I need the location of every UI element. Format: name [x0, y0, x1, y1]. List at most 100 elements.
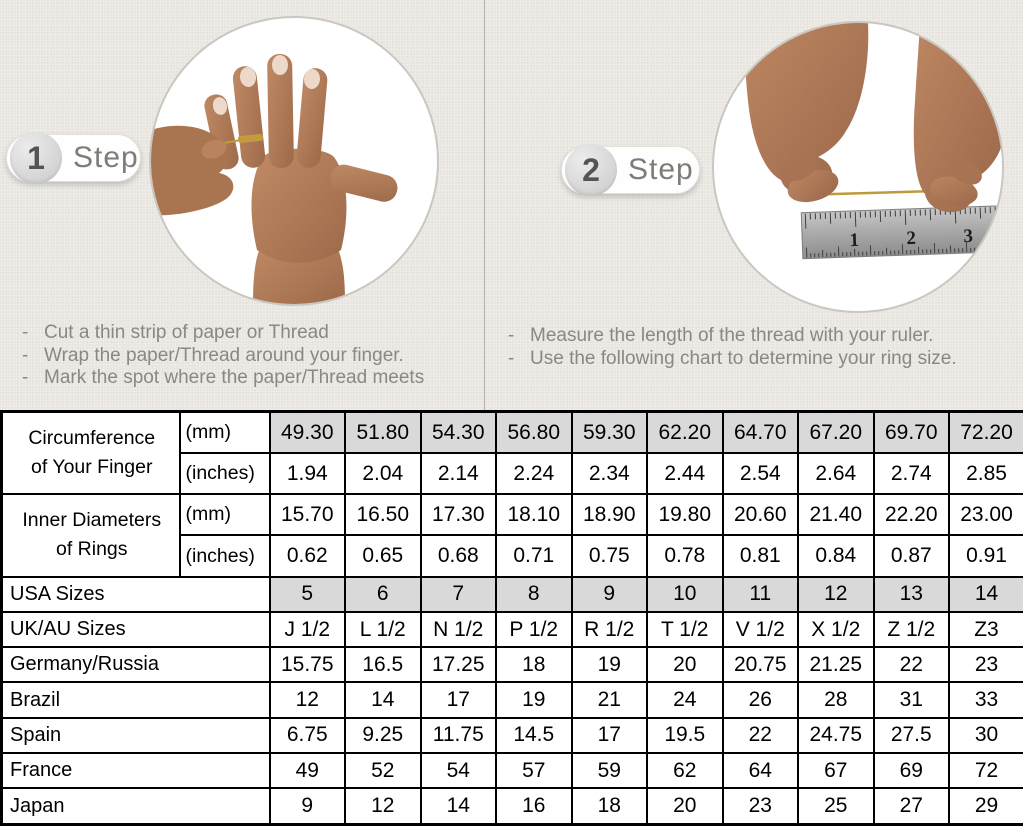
value-cell: X 1/2 — [797, 610, 875, 649]
value-cell: 9 — [570, 575, 648, 613]
value-cell: 24 — [646, 681, 724, 719]
ring-size-table: Circumference of Your Finger (mm) 49.30 51.8… — [0, 410, 1023, 826]
value-cell: 21.25 — [797, 646, 875, 684]
instruction-item: - Cut a thin strip of paper or Thread — [22, 322, 424, 345]
value-cell: 26 — [721, 681, 799, 719]
value-cell: 2.24 — [495, 452, 573, 496]
value-cell: 6.75 — [268, 716, 346, 755]
ruler: 1 2 3 — [800, 204, 1002, 260]
value-cell: 0.65 — [344, 534, 422, 578]
instruction-text: Use the following chart to determine you… — [530, 347, 957, 369]
value-cell: 54.30 — [419, 410, 497, 455]
value-cell: 18 — [570, 787, 648, 826]
column-divider — [484, 0, 485, 410]
value-cell: 2.54 — [721, 452, 799, 496]
table-row: Germany/Russia 15.75 16.5 17.25 18 19 20 20.75 2… — [0, 646, 1023, 684]
value-cell: 1.94 — [268, 452, 346, 496]
value-cell: 7 — [419, 575, 497, 613]
table-row: Spain 6.75 9.25 11.75 14.5 17 19.5 22 24.75 27.5 3… — [0, 716, 1023, 755]
value-cell: 17.30 — [419, 493, 497, 537]
value-cell: 57 — [495, 752, 573, 790]
table-row: UK/AU Sizes J 1/2 L 1/2 N 1/2 P 1/2 R 1/2 T 1/… — [0, 610, 1023, 649]
value-cell: 62 — [646, 752, 724, 790]
row-group-label-line: of Your Finger — [31, 456, 153, 479]
value-cell: 13 — [872, 575, 950, 613]
step-1-number: 1 — [10, 132, 62, 184]
value-cell: 67.20 — [797, 410, 875, 455]
value-cell: 18.90 — [570, 493, 648, 537]
value-cell: 2.44 — [646, 452, 724, 496]
row-label: Brazil — [0, 681, 271, 719]
value-cell: 16.50 — [344, 493, 422, 537]
value-cell: 67 — [797, 752, 875, 790]
step-1-label: Step — [73, 141, 139, 174]
value-cell: 30 — [948, 716, 1023, 755]
value-cell: 18 — [495, 646, 573, 684]
value-cell: 10 — [646, 575, 724, 613]
ruler-number: 2 — [906, 228, 916, 249]
bullet-dash: - — [508, 347, 515, 369]
step-1-instructions: - Cut a thin strip of paper or Thread - … — [22, 322, 424, 390]
value-cell: 29 — [948, 787, 1023, 826]
bullet-dash: - — [22, 367, 29, 388]
value-cell: 19 — [495, 681, 573, 719]
value-cell: 56.80 — [495, 410, 573, 455]
value-cell: 11 — [721, 575, 799, 613]
row-group-label-line: of Rings — [55, 538, 128, 561]
value-cell: 14.5 — [495, 716, 573, 755]
row-group-label: Inner Diameters of Rings — [0, 493, 181, 578]
value-cell: 25 — [797, 787, 875, 826]
value-cell: 49.30 — [268, 410, 346, 455]
value-cell: 22 — [721, 716, 799, 755]
value-cell: 27.5 — [872, 716, 950, 755]
bullet-dash: - — [508, 325, 515, 346]
value-cell: 69.70 — [872, 410, 950, 455]
value-cell: 22.20 — [872, 493, 950, 537]
value-cell: 20 — [646, 646, 724, 684]
value-cell: 11.75 — [419, 716, 497, 755]
ruler-measure-illustration: 1 2 3 — [744, 23, 1002, 260]
unit-cell: (inches) — [178, 534, 271, 578]
value-cell: 49 — [268, 752, 346, 790]
value-cell: 12 — [268, 681, 346, 719]
value-cell: 59.30 — [570, 410, 648, 455]
value-cell: 17 — [570, 716, 648, 755]
value-cell: 23 — [948, 646, 1023, 684]
row-label: Japan — [0, 787, 271, 826]
value-cell: 6 — [344, 575, 422, 613]
table-row: Inner Diameters of Rings (mm) 15.70 16.50 17.… — [0, 493, 1023, 578]
value-cell: 0.81 — [721, 534, 799, 578]
value-cell: 59 — [570, 752, 648, 790]
value-cell: 64 — [721, 752, 799, 790]
value-cell: 0.75 — [570, 534, 648, 578]
value-cell: 0.84 — [797, 534, 875, 578]
value-cell: 28 — [797, 681, 875, 719]
value-cell: 0.68 — [419, 534, 497, 578]
instruction-item: - Wrap the paper/Thread around your fing… — [22, 345, 424, 368]
value-cell: 12 — [344, 787, 422, 826]
table-row: Japan 9 12 14 16 18 20 23 25 27 29 — [0, 787, 1023, 826]
value-cell: 52 — [344, 752, 422, 790]
value-cell: 16.5 — [344, 646, 422, 684]
value-cell: T 1/2 — [646, 610, 724, 649]
unit-cell: (inches) — [178, 452, 271, 496]
value-cell: 72.20 — [948, 410, 1023, 455]
value-cell: R 1/2 — [570, 610, 648, 649]
row-label: France — [0, 752, 271, 790]
value-cell: 64.70 — [721, 410, 799, 455]
bullet-dash: - — [22, 322, 29, 343]
value-cell: 5 — [268, 575, 346, 613]
value-cell: 72 — [948, 752, 1023, 790]
value-cell: 15.70 — [268, 493, 346, 537]
value-cell: 0.78 — [646, 534, 724, 578]
value-cell: 62.20 — [646, 410, 724, 455]
value-cell: 0.62 — [268, 534, 346, 578]
value-cell: 14 — [419, 787, 497, 826]
value-cell: 2.64 — [797, 452, 875, 496]
value-cell: 20.60 — [721, 493, 799, 537]
row-label: UK/AU Sizes — [0, 610, 271, 649]
table-row: USA Sizes 5 6 7 8 9 10 11 12 13 14 — [0, 575, 1023, 613]
value-cell: 9 — [268, 787, 346, 826]
step-2-number: 2 — [565, 144, 617, 196]
value-cell: 20 — [646, 787, 724, 826]
